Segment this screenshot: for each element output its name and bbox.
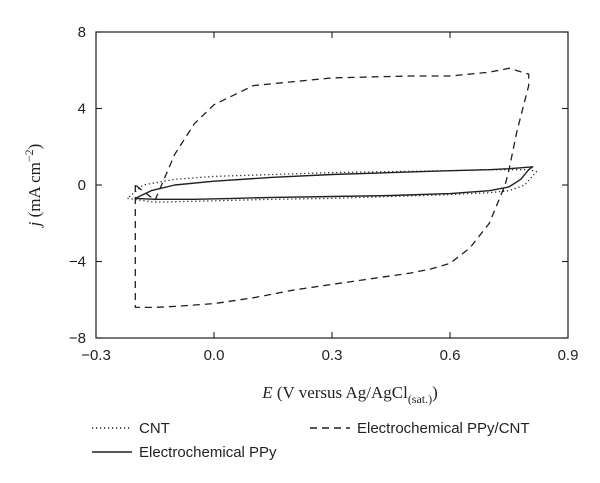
- plot-frame: [95, 31, 569, 339]
- x-axis-close: ): [432, 383, 438, 402]
- legend: CNT Electrochemical PPy Electrochemical …: [92, 420, 530, 461]
- y-axis-superscript: −2: [22, 149, 36, 162]
- legend-label-ppy-cnt: Electrochemical PPy/CNT: [357, 420, 530, 437]
- series-layer: [127, 67, 538, 309]
- x-tick-label: 0.0: [204, 347, 225, 364]
- x-axis-title: E (V versus Ag/AgCl(sat.)): [261, 383, 438, 406]
- y-axis-title: j (mA cm−2): [22, 144, 44, 229]
- y-tick-label: −8: [69, 330, 86, 347]
- x-axis-symbol: E: [261, 383, 273, 402]
- y-tick-label: 4: [78, 101, 86, 118]
- ticks-layer: −0.3 0.0 0.3 0.6 0.9 −8 −4 0 4 8: [69, 24, 579, 364]
- legend-label-ppy: Electrochemical PPy: [139, 444, 277, 461]
- series-line-cnt: [127, 169, 538, 203]
- series-line-electrochemical-ppy: [134, 166, 534, 201]
- x-tick-label: −0.3: [81, 347, 111, 364]
- x-axis-subscript: (sat.): [408, 392, 432, 406]
- x-tick-label: 0.3: [322, 347, 343, 364]
- y-tick-label: −4: [69, 254, 86, 271]
- y-tick-label: 0: [78, 177, 86, 194]
- y-axis-symbol: j: [25, 221, 44, 228]
- y-axis-text: (mA cm: [25, 162, 44, 222]
- x-axis-text: (V versus Ag/AgCl: [273, 383, 408, 402]
- y-tick-label: 8: [78, 24, 86, 41]
- x-tick-label: 0.9: [558, 347, 579, 364]
- series-line-electrochemical-ppy-cnt: [134, 67, 530, 309]
- legend-label-cnt: CNT: [139, 420, 170, 437]
- x-tick-label: 0.6: [440, 347, 461, 364]
- y-axis-close: ): [25, 144, 44, 150]
